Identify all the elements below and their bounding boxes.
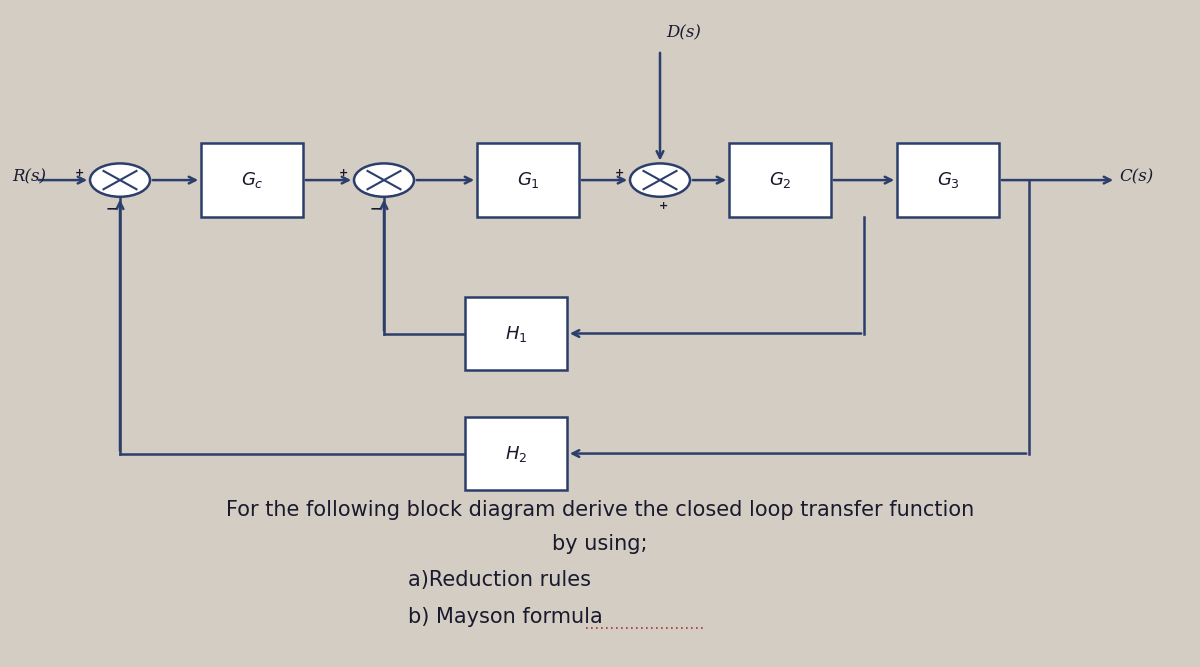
FancyBboxPatch shape xyxy=(730,143,830,217)
Text: +: + xyxy=(659,201,667,211)
Text: b) Mayson formula: b) Mayson formula xyxy=(408,607,602,627)
Text: $G_c$: $G_c$ xyxy=(241,170,263,190)
Text: $H_2$: $H_2$ xyxy=(505,444,527,464)
Text: +: + xyxy=(338,169,348,178)
Text: +: + xyxy=(614,169,624,178)
Text: R(s): R(s) xyxy=(12,168,46,185)
FancyBboxPatch shape xyxy=(466,417,568,490)
Text: $H_1$: $H_1$ xyxy=(505,323,527,344)
Text: −: − xyxy=(106,201,116,215)
FancyBboxPatch shape xyxy=(200,143,302,217)
Text: −: − xyxy=(370,201,380,215)
Text: $G_2$: $G_2$ xyxy=(769,170,791,190)
Text: +: + xyxy=(74,169,84,178)
Text: by using;: by using; xyxy=(552,534,648,554)
Text: For the following block diagram derive the closed loop transfer function: For the following block diagram derive t… xyxy=(226,500,974,520)
Circle shape xyxy=(90,163,150,197)
Text: D(s): D(s) xyxy=(666,25,701,42)
Text: a)Reduction rules: a)Reduction rules xyxy=(408,570,592,590)
FancyBboxPatch shape xyxy=(466,297,568,370)
FancyBboxPatch shape xyxy=(898,143,998,217)
Circle shape xyxy=(354,163,414,197)
Text: C(s): C(s) xyxy=(1120,168,1154,185)
Circle shape xyxy=(630,163,690,197)
FancyBboxPatch shape xyxy=(478,143,580,217)
Text: $G_3$: $G_3$ xyxy=(936,170,960,190)
Text: $G_1$: $G_1$ xyxy=(516,170,540,190)
